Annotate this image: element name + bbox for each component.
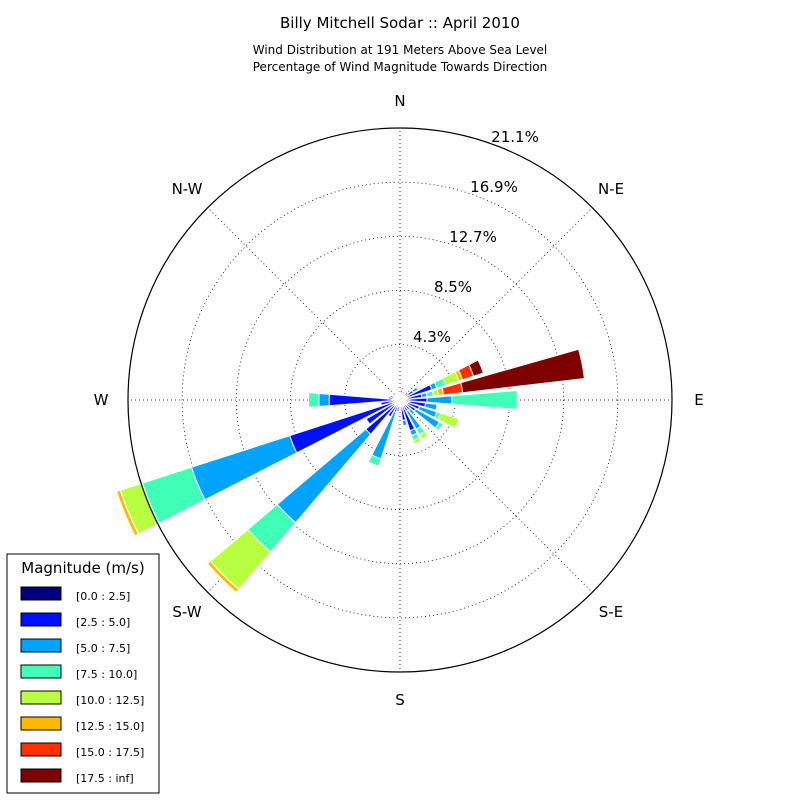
wind-bar-segment xyxy=(401,419,408,427)
wind-bar-segment xyxy=(387,396,396,400)
legend-swatch xyxy=(20,690,62,705)
legend-swatch xyxy=(20,638,62,653)
direction-label-nw: N-W xyxy=(172,180,203,198)
wind-bar-segment xyxy=(392,394,398,399)
wind-bar-segment xyxy=(400,390,405,398)
legend-entry-label: [12.5 : 15.0] xyxy=(76,720,144,733)
legend-entry-label: [17.5 : inf] xyxy=(76,772,134,785)
wind-bar-segment xyxy=(389,394,398,400)
wind-bars xyxy=(115,348,585,594)
wind-bar-segment xyxy=(424,402,438,411)
wind-bar-segment xyxy=(450,390,518,410)
wind-bar-segment xyxy=(411,386,419,394)
legend-entry-label: [0.0 : 2.5] xyxy=(76,590,130,603)
chart-subtitle-line-2: Percentage of Wind Magnitude Towards Dir… xyxy=(253,60,547,74)
direction-label-w: W xyxy=(94,391,109,409)
direction-label-sw: S-W xyxy=(172,603,201,621)
wind-bar-segment xyxy=(380,400,395,406)
direction-label-s: S xyxy=(395,691,405,709)
wind-bar-segment xyxy=(460,348,585,394)
wind-bar-segment xyxy=(426,395,453,405)
legend-entry-label: [15.0 : 17.5] xyxy=(76,746,144,759)
wind-bar-segment xyxy=(407,407,416,416)
direction-label-ne: N-E xyxy=(598,180,624,198)
legend-entry-label: [7.5 : 10.0] xyxy=(76,668,137,681)
legend-swatch xyxy=(20,586,62,601)
legend-swatch xyxy=(20,612,62,627)
legend-swatch xyxy=(20,742,62,757)
grid-circle xyxy=(235,235,565,565)
legend-entry-label: [5.0 : 7.5] xyxy=(76,642,130,655)
radial-tick-label: 21.1% xyxy=(491,128,539,146)
wind-bar-segment xyxy=(307,392,320,408)
wind-bar-segment xyxy=(387,404,398,418)
wind-bar-segment xyxy=(412,437,422,445)
legend-swatch xyxy=(20,716,62,731)
legend-entry-label: [2.5 : 5.0] xyxy=(76,616,130,629)
grid-circle xyxy=(181,181,619,619)
wind-bar-segment xyxy=(190,435,298,501)
legend-swatch xyxy=(20,768,62,783)
legend-entry-label: [10.0 : 12.5] xyxy=(76,694,144,707)
chart-title: Billy Mitchell Sodar :: April 2010 xyxy=(280,14,520,32)
chart-subtitle-line-1: Wind Distribution at 191 Meters Above Se… xyxy=(253,43,548,57)
radial-tick-label: 4.3% xyxy=(413,328,451,346)
legend: Magnitude (m/s) [0.0 : 2.5] [2.5 : 5.0] … xyxy=(6,553,160,794)
wind-bar-segment xyxy=(434,421,444,432)
wind-bar-segment xyxy=(206,560,240,594)
grid-spoke xyxy=(399,399,593,593)
legend-swatch xyxy=(20,664,62,679)
wind-bar-segment xyxy=(115,489,140,537)
legend-title: Magnitude (m/s) xyxy=(21,559,144,577)
polar-outline xyxy=(127,127,673,673)
wind-bar-segment xyxy=(400,386,405,391)
wind-bar-segment xyxy=(468,359,485,377)
wind-bar-segment xyxy=(365,402,396,425)
wind-bar-segment xyxy=(418,430,429,441)
grid-spoke xyxy=(207,207,401,401)
wind-bar-segment xyxy=(318,392,330,408)
wind-bar-segment xyxy=(367,454,382,467)
direction-label-se: S-E xyxy=(599,603,623,621)
direction-label-e: E xyxy=(694,391,703,409)
wind-bar-segment xyxy=(437,412,460,429)
radial-tick-label: 12.7% xyxy=(449,228,497,246)
radial-tick-label: 16.9% xyxy=(470,178,518,196)
direction-label-n: N xyxy=(394,92,405,110)
radial-tick-label: 8.5% xyxy=(434,278,472,296)
wind-bar-segment xyxy=(397,391,401,397)
